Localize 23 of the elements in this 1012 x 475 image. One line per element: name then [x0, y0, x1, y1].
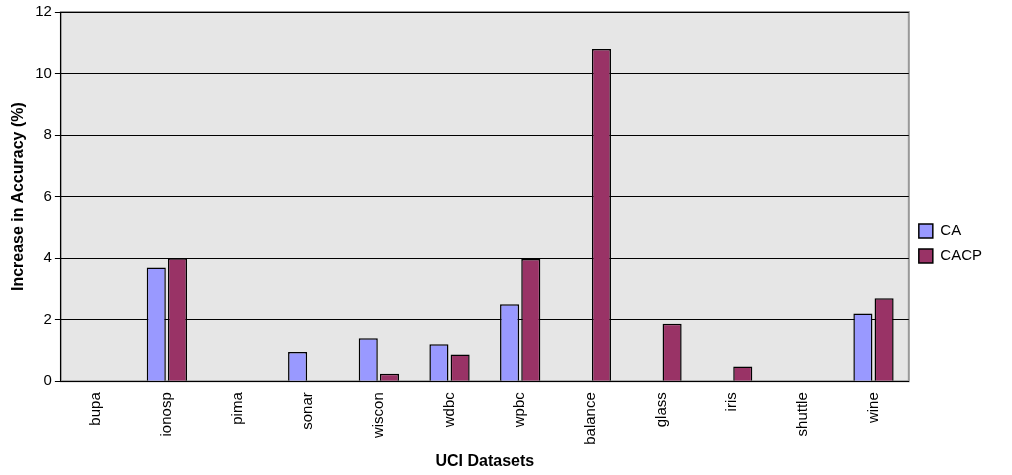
y-axis-title: Increase in Accuracy (%) — [9, 102, 27, 292]
x-tick-label: ionosp — [157, 392, 175, 437]
y-tick-label: 12 — [35, 2, 52, 20]
y-tick-label: 6 — [43, 186, 52, 204]
x-tick-label: wiscon — [369, 392, 386, 440]
x-tick-label: balance — [580, 392, 598, 445]
x-tick-label: shuttle — [792, 392, 810, 437]
y-tick-label: 8 — [43, 125, 52, 143]
y-tick-label: 4 — [43, 248, 52, 266]
legend-label: CA — [940, 221, 962, 239]
x-tick-label: pima — [227, 391, 245, 425]
x-axis-title: UCI Datasets — [435, 451, 535, 469]
x-tick-label: wine — [863, 392, 881, 425]
x-tick-label: sonar — [298, 392, 316, 430]
y-tick-label: 2 — [43, 309, 52, 327]
legend-label: CACP — [940, 246, 983, 264]
y-tick-label: 0 — [43, 371, 52, 389]
x-tick-label: glass — [651, 392, 669, 428]
x-tick-label: wpbc — [510, 391, 528, 429]
x-tick-label: wdbc — [439, 391, 457, 429]
x-tick-label: bupa — [86, 391, 104, 426]
y-tick-label: 10 — [35, 63, 52, 81]
x-tick-label: iris — [722, 392, 740, 412]
